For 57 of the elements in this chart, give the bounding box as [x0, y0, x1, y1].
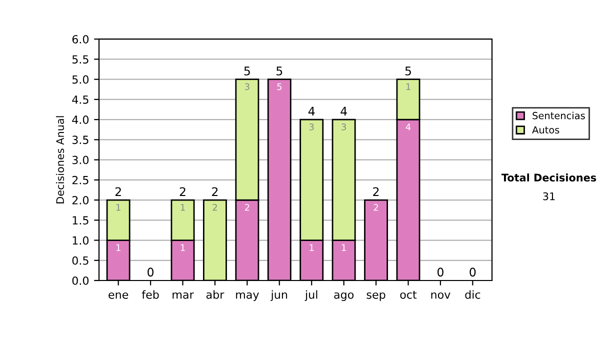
y-axis-title: Decisiones Anual	[56, 116, 64, 204]
total-label: 4	[308, 106, 315, 116]
data-label: 1	[310, 244, 314, 251]
total-label: 0	[148, 268, 154, 277]
text: 31	[543, 192, 555, 200]
total-label: 5	[405, 66, 411, 76]
data-label: 3	[342, 123, 346, 130]
x-tick-label: may	[236, 292, 259, 301]
data-label: 1	[180, 204, 185, 211]
total-label: 2	[115, 187, 121, 196]
total-label: 0	[470, 268, 476, 277]
total-label: 4	[340, 106, 347, 116]
total-label: 0	[437, 268, 444, 277]
x-tick-label: nov	[431, 292, 450, 299]
total-label: 2	[212, 187, 218, 196]
x-tick-label: oct	[400, 290, 417, 299]
legend-label: Sentencias	[532, 112, 585, 120]
total-label: 5	[276, 66, 282, 76]
data-label: 1	[180, 244, 185, 251]
data-label: 5	[277, 83, 282, 90]
x-tick-label: dic	[465, 290, 480, 299]
y-tick-label: 4.5	[72, 96, 88, 104]
data-label: 1	[116, 244, 120, 251]
y-tick-label: 1.5	[72, 216, 88, 225]
y-tick-label: 2.0	[72, 196, 89, 204]
x-tick-label: ago	[334, 292, 354, 301]
data-label: 3	[244, 83, 250, 90]
y-tick-label: 3.0	[72, 156, 89, 164]
total-label: 2	[373, 187, 379, 196]
data-label: 1	[342, 244, 346, 251]
y-tick-label: 2.5	[72, 176, 88, 184]
data-label: 2	[374, 204, 378, 211]
text: Total Decisiones	[501, 173, 596, 182]
x-tick-label: mar	[172, 292, 194, 299]
data-label: 1	[406, 83, 410, 90]
y-tick-label: 5.5	[72, 55, 88, 64]
data-label: 2	[212, 204, 217, 211]
y-tick-label: 6.0	[72, 35, 89, 44]
legend-label: Autos	[532, 126, 560, 134]
total-label: 5	[244, 66, 250, 76]
data-label: 2	[244, 204, 250, 211]
total-label: 2	[180, 187, 186, 196]
data-label: 3	[309, 123, 314, 130]
x-tick-label: ene	[108, 292, 128, 299]
y-tick-label: 3.5	[72, 136, 88, 144]
x-tick-label: jun	[270, 290, 288, 301]
x-tick-label: sep	[366, 292, 386, 301]
data-label: 1	[116, 204, 120, 211]
x-tick-label: jul	[304, 290, 318, 301]
y-tick-label: 4.0	[72, 116, 89, 124]
data-label: 4	[406, 124, 411, 130]
y-tick-label: 1.0	[72, 236, 89, 245]
y-tick-label: 5.0	[72, 75, 89, 84]
x-tick-label: abr	[206, 290, 224, 299]
x-tick-label: feb	[142, 290, 159, 299]
y-tick-label: 0.0	[72, 276, 89, 285]
y-tick-label: 0.5	[72, 256, 88, 265]
